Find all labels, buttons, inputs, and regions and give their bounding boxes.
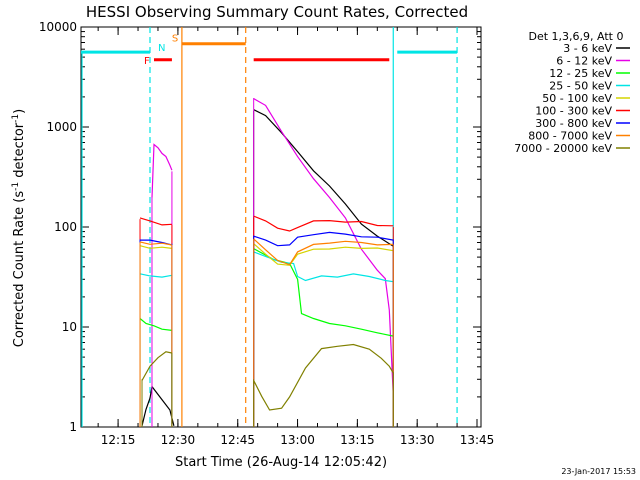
- series-line: [139, 273, 173, 278]
- series-line: [253, 238, 394, 266]
- series-line: [139, 318, 172, 331]
- flare-flag-label: F: [144, 56, 150, 67]
- plot-area: [80, 26, 482, 428]
- x-tick-label: 12:15: [101, 433, 136, 447]
- y-axis-label-main: Corrected Count Rate (s: [12, 191, 27, 348]
- series-line: [253, 343, 394, 411]
- y-tick-label: 10000: [39, 20, 77, 34]
- y-axis-label: Corrected Count Rate (s-1 detector-1): [11, 109, 27, 347]
- series-lines: [139, 97, 394, 427]
- x-tick-label: 13:15: [340, 433, 375, 447]
- y-axis-label-mid: detector: [12, 122, 27, 182]
- chart-title: HESSI Observing Summary Count Rates, Cor…: [86, 3, 468, 21]
- series-line: [253, 243, 394, 266]
- legend-label: 25 - 50 keV: [549, 80, 612, 93]
- series-line: [139, 217, 172, 226]
- series-line: [253, 231, 394, 247]
- y-tick-label: 100: [54, 220, 77, 234]
- legend-label: 7000 - 20000 keV: [514, 142, 612, 155]
- y-tick-label: 1: [69, 420, 77, 434]
- legend-label: 12 - 25 keV: [549, 67, 612, 80]
- legend-label: 3 - 6 keV: [563, 42, 612, 55]
- legend-label: 50 - 100 keV: [542, 92, 612, 105]
- x-tick-label: 12:45: [220, 433, 255, 447]
- x-tick-label: 13:30: [400, 433, 435, 447]
- y-axis-label-exp2: -1: [11, 114, 21, 123]
- legend-label: 800 - 7000 keV: [528, 130, 612, 143]
- y-tick-label: 10: [62, 320, 77, 334]
- series-line: [253, 109, 394, 247]
- y-axis: 1 10 100 1000 10000: [39, 20, 481, 434]
- saa-flag-label: S: [172, 34, 178, 45]
- series-line: [253, 98, 394, 396]
- series-line: [141, 351, 173, 381]
- x-tick-label: 13:45: [460, 433, 495, 447]
- footer-date: 23-Jan-2017 15:53: [561, 467, 636, 476]
- x-axis-label: Start Time (26-Aug-14 12:05:42): [175, 455, 387, 470]
- night-flag-label: N: [158, 43, 165, 54]
- event-lines: [81, 27, 458, 427]
- legend-label: 6 - 12 keV: [556, 55, 612, 68]
- legend-label: 100 - 300 keV: [535, 105, 612, 118]
- legend-label: 300 - 800 keV: [535, 117, 612, 130]
- y-axis-label-exp1: -1: [11, 182, 21, 191]
- plot-frame: [80, 26, 482, 428]
- y-tick-label: 1000: [46, 120, 77, 134]
- legend-header: Det 1,3,6,9, Att 0: [529, 30, 624, 43]
- x-tick-label: 13:00: [280, 433, 315, 447]
- y-axis-label-end: ): [12, 109, 27, 114]
- series-line: [139, 241, 173, 246]
- series-line: [151, 143, 173, 198]
- x-axis: 12:15 12:30 12:45 13:00 13:15 13:30 13:45: [97, 27, 495, 447]
- series-line: [139, 245, 172, 249]
- series-line: [253, 215, 394, 232]
- status-flags: NS F: [81, 34, 458, 67]
- series-line: [253, 251, 394, 283]
- series-line: [141, 385, 175, 426]
- x-tick-label: 12:30: [161, 433, 196, 447]
